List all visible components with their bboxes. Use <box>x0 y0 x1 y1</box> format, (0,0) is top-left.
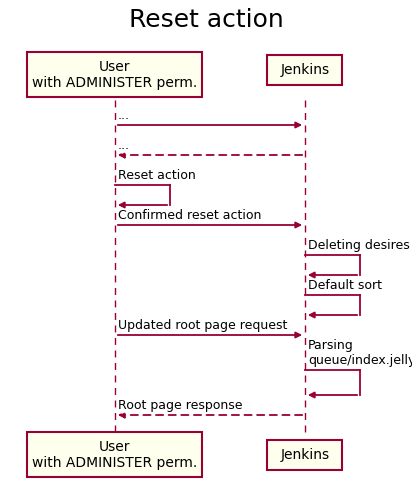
FancyBboxPatch shape <box>28 433 203 478</box>
Text: User
with ADMINISTER perm.: User with ADMINISTER perm. <box>33 60 198 90</box>
Text: Deleting desires: Deleting desires <box>308 239 410 252</box>
Text: Reset action: Reset action <box>118 169 196 182</box>
Text: Default sort: Default sort <box>308 279 382 292</box>
Text: User
with ADMINISTER perm.: User with ADMINISTER perm. <box>33 440 198 470</box>
Text: ...: ... <box>118 109 130 122</box>
FancyBboxPatch shape <box>267 55 342 85</box>
FancyBboxPatch shape <box>267 440 342 470</box>
Text: Root page response: Root page response <box>118 399 243 412</box>
Text: Reset action: Reset action <box>129 8 283 32</box>
Text: Confirmed reset action: Confirmed reset action <box>118 209 261 222</box>
FancyBboxPatch shape <box>28 52 203 97</box>
Text: ...: ... <box>118 139 130 152</box>
Text: Jenkins: Jenkins <box>281 63 330 77</box>
Text: Jenkins: Jenkins <box>281 448 330 462</box>
Text: Parsing
queue/index.jelly: Parsing queue/index.jelly <box>308 339 412 367</box>
Text: Updated root page request: Updated root page request <box>118 319 288 332</box>
